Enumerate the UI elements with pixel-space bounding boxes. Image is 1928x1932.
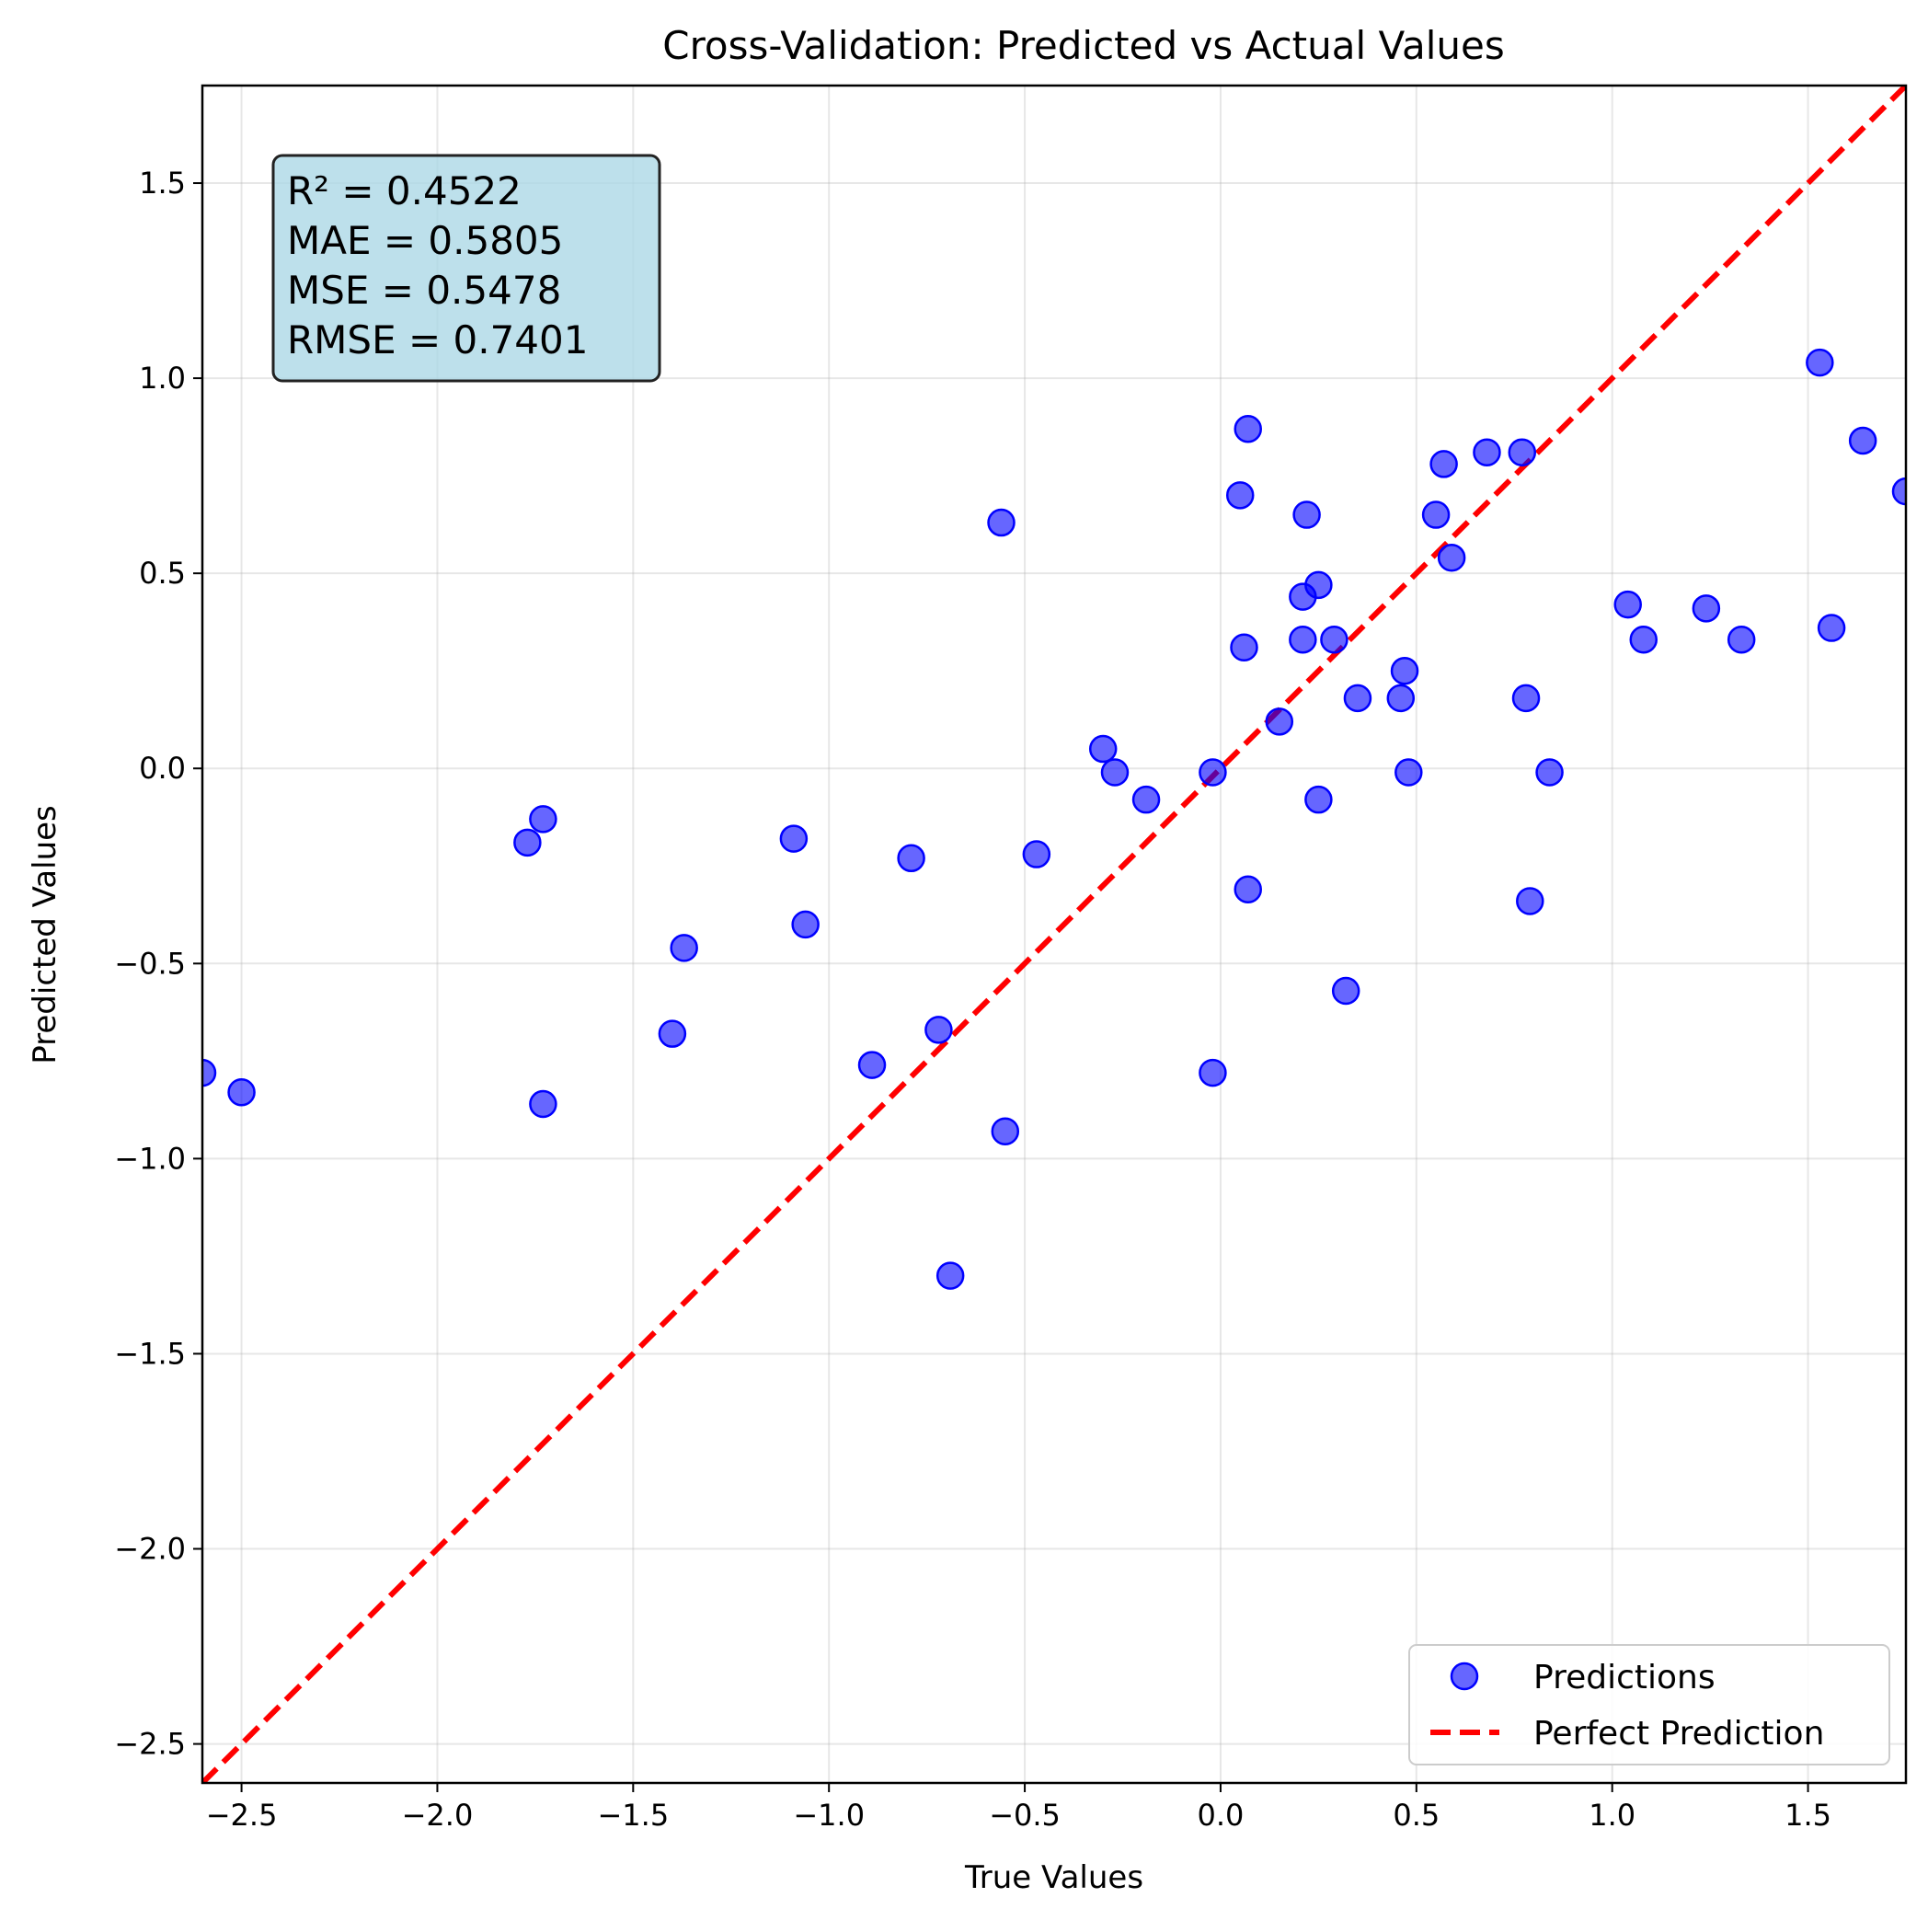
x-tick-label: −2.0	[402, 1798, 474, 1833]
y-tick-label: 1.0	[139, 361, 186, 396]
chart-title: Cross-Validation: Predicted vs Actual Va…	[662, 23, 1504, 68]
x-tick-label: 0.5	[1393, 1798, 1440, 1833]
prediction-point	[1234, 414, 1262, 443]
prediction-point	[1394, 758, 1423, 787]
prediction-points	[202, 348, 1906, 1290]
y-axis-title: Predicted Values	[27, 805, 63, 1064]
prediction-point	[227, 1078, 256, 1107]
prediction-point	[1806, 348, 1834, 377]
prediction-point	[1508, 438, 1537, 466]
prediction-point	[1629, 626, 1658, 654]
y-tick-label: 1.5	[139, 166, 186, 201]
stats-r2: R² = 0.4522	[287, 168, 522, 213]
prediction-point	[1225, 481, 1255, 510]
legend: Predictions Perfect Prediction	[1408, 1644, 1890, 1765]
plot-frame	[201, 84, 1908, 1785]
stats-box: R² = 0.4522 MAE = 0.5805 MSE = 0.5478 RM…	[271, 154, 661, 383]
x-tick-label: −1.0	[793, 1798, 865, 1833]
y-tick-label: −0.5	[114, 946, 186, 981]
prediction-point	[987, 508, 1016, 537]
prediction-point	[1429, 450, 1458, 478]
prediction-point	[513, 828, 542, 857]
y-tick-label: −1.5	[114, 1336, 186, 1371]
prediction-point	[1199, 1058, 1227, 1087]
prediction-point	[1511, 684, 1541, 713]
prediction-point	[1331, 976, 1360, 1006]
prediction-point	[1304, 785, 1333, 814]
prediction-point	[1022, 840, 1051, 868]
prediction-point	[1421, 500, 1451, 529]
prediction-point	[529, 805, 557, 834]
prediction-point	[1848, 426, 1877, 455]
prediction-point	[1613, 590, 1642, 619]
y-axis-ticks: 1.5 1.0 0.5 0.0 −0.5 −1.0 −1.5 −2.0 −2.5	[114, 166, 202, 1762]
prediction-point	[1692, 594, 1721, 623]
perfect-prediction-line	[202, 86, 1906, 1783]
prediction-point	[1473, 438, 1501, 466]
prediction-point	[1390, 656, 1419, 685]
y-tick-label: 0.5	[139, 556, 186, 591]
prediction-point	[897, 844, 925, 873]
legend-label-predictions: Predictions	[1533, 1659, 1716, 1696]
prediction-point	[1320, 626, 1348, 654]
prediction-point	[1304, 570, 1333, 600]
y-tick-label: 0.0	[139, 751, 186, 786]
stats-rmse: RMSE = 0.7401	[287, 317, 588, 362]
prediction-point	[1234, 875, 1262, 903]
prediction-point	[202, 1058, 217, 1087]
prediction-point	[1386, 684, 1416, 713]
prediction-point	[658, 1019, 687, 1048]
prediction-point	[1131, 785, 1161, 814]
prediction-point	[1100, 758, 1130, 787]
stats-mae: MAE = 0.5805	[287, 218, 563, 263]
prediction-point	[1343, 684, 1372, 713]
prediction-point	[924, 1016, 953, 1044]
prediction-point	[1230, 633, 1258, 662]
x-tick-label: −1.5	[597, 1798, 669, 1833]
prediction-point	[1727, 626, 1756, 654]
prediction-point	[1199, 758, 1227, 787]
x-tick-label: 1.5	[1785, 1798, 1831, 1833]
prediction-point	[791, 910, 820, 939]
prediction-point	[1437, 543, 1466, 572]
legend-label-perfect-prediction: Perfect Prediction	[1533, 1715, 1824, 1753]
x-tick-label: −0.5	[989, 1798, 1061, 1833]
legend-marker-predictions	[1450, 1662, 1479, 1691]
y-tick-label: −1.0	[114, 1141, 186, 1176]
y-tick-label: −2.0	[114, 1532, 186, 1567]
prediction-point	[670, 934, 698, 962]
prediction-point	[1265, 707, 1294, 736]
prediction-point	[1289, 626, 1317, 654]
y-tick-label: −2.5	[114, 1727, 186, 1762]
prediction-point	[529, 1089, 557, 1119]
x-axis-ticks: −2.5 −2.0 −1.5 −1.0 −0.5 0.0 0.5 1.0 1.5	[206, 1783, 1831, 1833]
prediction-point	[1292, 500, 1321, 529]
prediction-point	[1088, 734, 1118, 764]
prediction-point	[1817, 614, 1846, 642]
x-axis-title: True Values	[964, 1859, 1143, 1896]
prediction-point	[935, 1261, 965, 1290]
prediction-point	[1535, 758, 1564, 787]
x-tick-label: −2.5	[206, 1798, 278, 1833]
x-tick-label: 1.0	[1589, 1798, 1635, 1833]
x-tick-label: 0.0	[1197, 1798, 1244, 1833]
stats-mse: MSE = 0.5478	[287, 268, 561, 313]
prediction-point	[1516, 887, 1544, 915]
prediction-point	[991, 1117, 1020, 1145]
prediction-point	[779, 824, 809, 853]
prediction-point	[857, 1051, 887, 1079]
prediction-point	[1891, 477, 1906, 506]
